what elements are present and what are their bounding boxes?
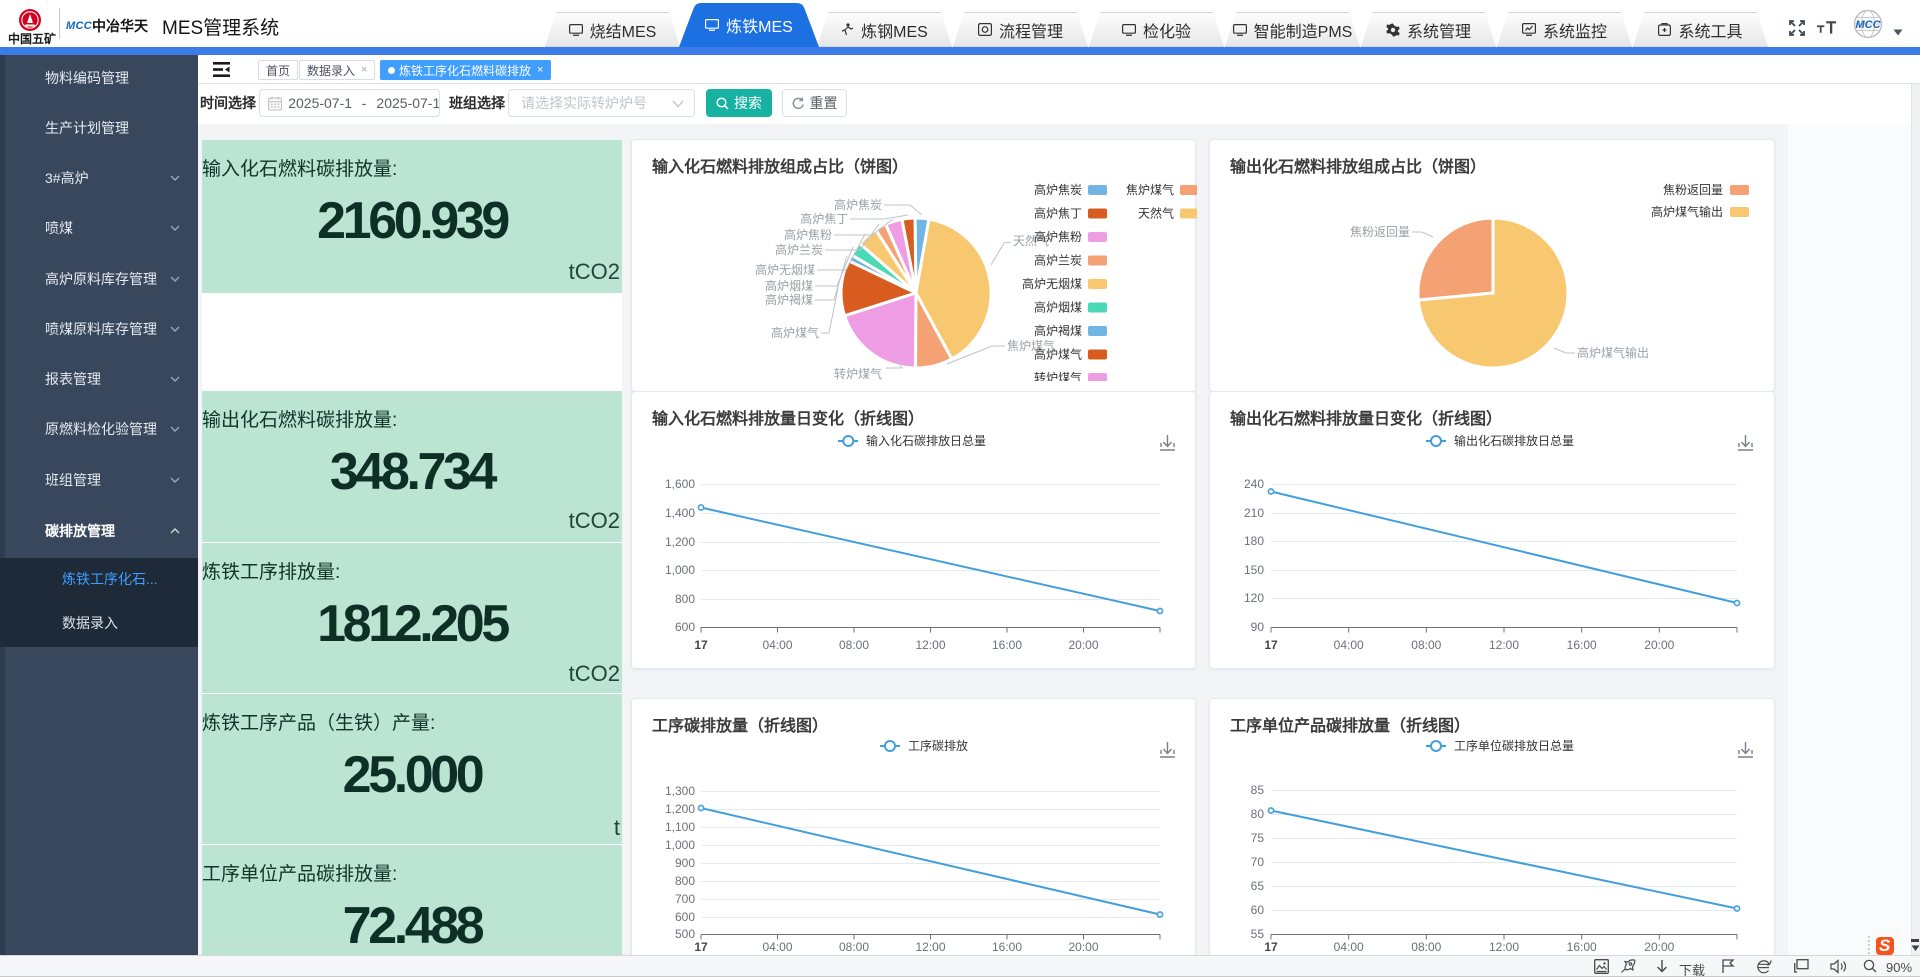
svg-text:高炉褐煤: 高炉褐煤	[765, 292, 813, 307]
svg-text:焦粉返回量: 焦粉返回量	[1350, 225, 1410, 239]
svg-text:高炉煤气: 高炉煤气	[771, 325, 819, 340]
svg-text:高炉兰炭: 高炉兰炭	[1034, 253, 1082, 268]
svg-text:工序单位碳排放日总量: 工序单位碳排放日总量	[1454, 738, 1574, 753]
svg-text:焦炉煤气: 焦炉煤气	[1126, 182, 1174, 197]
svg-text:高炉无烟煤: 高炉无烟煤	[755, 262, 815, 277]
svg-text:天然气: 天然气	[1138, 206, 1174, 221]
svg-text:120: 120	[1244, 591, 1264, 605]
svg-text:高炉煤气输出: 高炉煤气输出	[1577, 345, 1649, 360]
svg-text:高炉兰炭: 高炉兰炭	[775, 242, 823, 257]
svg-text:60: 60	[1251, 903, 1265, 917]
svg-text:高炉褐煤: 高炉褐煤	[1034, 323, 1082, 338]
svg-text:1,000: 1,000	[665, 838, 695, 852]
svg-text:900: 900	[675, 856, 695, 870]
svg-text:高炉焦丁: 高炉焦丁	[1034, 206, 1082, 221]
svg-text:150: 150	[1244, 563, 1264, 577]
svg-text:210: 210	[1244, 506, 1264, 520]
svg-text:08:00: 08:00	[839, 638, 869, 652]
svg-text:高炉焦丁: 高炉焦丁	[800, 211, 848, 226]
svg-text:180: 180	[1244, 534, 1264, 548]
svg-text:70: 70	[1251, 855, 1265, 869]
svg-text:输出化石碳排放日总量: 输出化石碳排放日总量	[1454, 433, 1574, 448]
svg-text:高炉煤气输出: 高炉煤气输出	[1651, 204, 1723, 219]
svg-text:高炉焦粉: 高炉焦粉	[784, 227, 832, 242]
svg-text:04:00: 04:00	[1334, 940, 1364, 954]
svg-text:高炉烟煤: 高炉烟煤	[1034, 300, 1082, 315]
svg-text:90: 90	[1251, 620, 1265, 634]
svg-text:700: 700	[675, 892, 695, 906]
svg-text:17: 17	[694, 638, 708, 652]
svg-text:16:00: 16:00	[992, 940, 1022, 954]
svg-text:17: 17	[1264, 638, 1278, 652]
svg-text:800: 800	[675, 592, 695, 606]
svg-text:800: 800	[675, 874, 695, 888]
svg-text:焦炉煤气: 焦炉煤气	[1007, 338, 1055, 353]
svg-text:16:00: 16:00	[1567, 638, 1597, 652]
svg-text:MCC: MCC	[1855, 19, 1881, 31]
svg-text:工序碳排放: 工序碳排放	[908, 738, 968, 753]
svg-text:16:00: 16:00	[1567, 940, 1597, 954]
svg-text:240: 240	[1244, 477, 1264, 491]
svg-text:输入化石碳排放日总量: 输入化石碳排放日总量	[866, 433, 986, 448]
svg-text:1,200: 1,200	[665, 535, 695, 549]
svg-text:1,600: 1,600	[665, 477, 695, 491]
svg-text:04:00: 04:00	[762, 638, 792, 652]
svg-text:12:00: 12:00	[1489, 940, 1519, 954]
svg-text:08:00: 08:00	[1411, 638, 1441, 652]
svg-text:高炉烟煤: 高炉烟煤	[765, 278, 813, 293]
svg-text:1,300: 1,300	[665, 784, 695, 798]
svg-text:16:00: 16:00	[992, 638, 1022, 652]
svg-text:12:00: 12:00	[915, 638, 945, 652]
svg-text:20:00: 20:00	[1644, 940, 1674, 954]
svg-text:08:00: 08:00	[839, 940, 869, 954]
svg-text:1,400: 1,400	[665, 506, 695, 520]
svg-text:12:00: 12:00	[915, 940, 945, 954]
svg-text:600: 600	[675, 910, 695, 924]
svg-text:高炉焦粉: 高炉焦粉	[1034, 229, 1082, 244]
svg-text:高炉煤气: 高炉煤气	[1034, 347, 1082, 362]
svg-text:17: 17	[1264, 940, 1278, 954]
svg-text:1,000: 1,000	[665, 563, 695, 577]
svg-text:20:00: 20:00	[1068, 940, 1098, 954]
svg-text:1,200: 1,200	[665, 802, 695, 816]
svg-text:04:00: 04:00	[762, 940, 792, 954]
svg-text:12:00: 12:00	[1489, 638, 1519, 652]
svg-text:600: 600	[675, 620, 695, 634]
svg-text:04:00: 04:00	[1334, 638, 1364, 652]
svg-text:80: 80	[1251, 807, 1265, 821]
svg-text:高炉焦炭: 高炉焦炭	[834, 197, 882, 212]
svg-text:1,100: 1,100	[665, 820, 695, 834]
svg-text:08:00: 08:00	[1411, 940, 1441, 954]
svg-text:20:00: 20:00	[1644, 638, 1674, 652]
svg-text:转炉煤气: 转炉煤气	[834, 366, 882, 381]
svg-text:500: 500	[675, 927, 695, 941]
svg-text:转炉煤气: 转炉煤气	[1034, 370, 1082, 381]
svg-text:75: 75	[1251, 831, 1265, 845]
svg-text:55: 55	[1251, 927, 1265, 941]
svg-text:高炉焦炭: 高炉焦炭	[1034, 182, 1082, 197]
svg-text:20:00: 20:00	[1068, 638, 1098, 652]
svg-text:天然气: 天然气	[1013, 233, 1049, 248]
svg-text:17: 17	[694, 940, 708, 954]
svg-text:65: 65	[1251, 879, 1265, 893]
svg-text:高炉无烟煤: 高炉无烟煤	[1022, 276, 1082, 291]
svg-text:85: 85	[1251, 783, 1265, 797]
svg-text:焦粉返回量: 焦粉返回量	[1663, 183, 1723, 197]
